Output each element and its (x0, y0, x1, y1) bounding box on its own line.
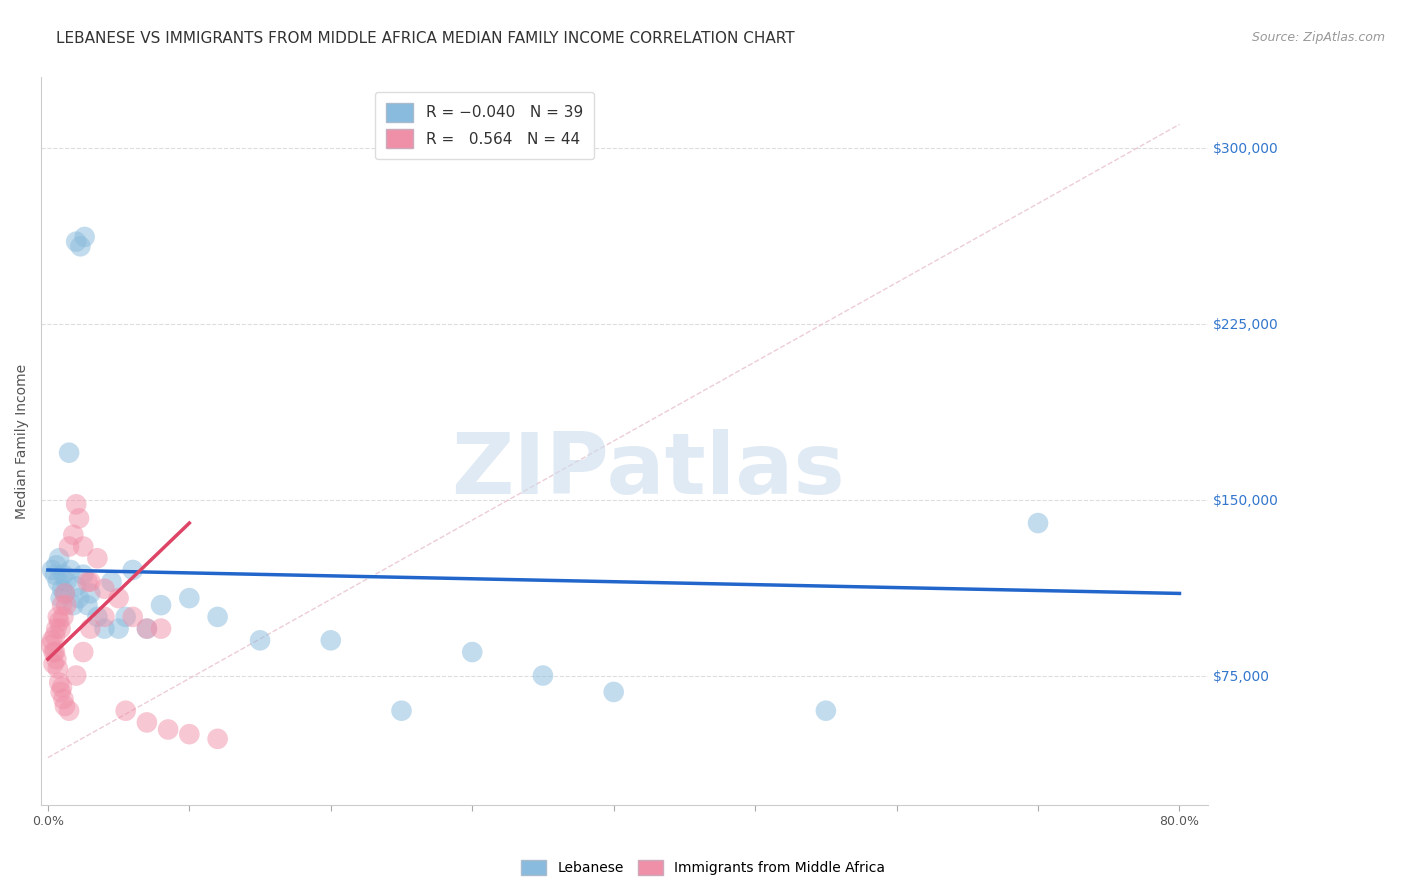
Point (51, 680, 73, 694)
Point (62, 598, 84, 612)
Point (58, 704, 80, 718)
Point (150, 598, 173, 612)
Point (58, 540, 80, 554)
Point (86, 610, 108, 624)
Point (49, 685, 72, 699)
Point (76, 598, 98, 612)
Point (114, 610, 136, 624)
Point (121, 563, 143, 577)
Point (53, 698, 76, 713)
Point (135, 622, 157, 636)
Point (207, 610, 229, 624)
Y-axis label: Median Family Income: Median Family Income (15, 363, 30, 518)
Point (461, 645, 484, 659)
Point (114, 704, 136, 718)
Point (44, 645, 66, 659)
Point (100, 574, 122, 589)
Point (52, 610, 75, 624)
Point (52, 567, 75, 582)
Text: LEBANESE VS IMMIGRANTS FROM MIDDLE AFRICA MEDIAN FAMILY INCOME CORRELATION CHART: LEBANESE VS IMMIGRANTS FROM MIDDLE AFRIC… (56, 31, 794, 46)
Point (179, 591, 201, 606)
Point (45, 622, 67, 636)
Point (93, 610, 115, 624)
Point (107, 622, 129, 636)
Point (150, 622, 173, 636)
Point (76, 574, 98, 589)
Point (48, 551, 70, 566)
Point (121, 610, 143, 624)
Legend: R = −0.040   N = 39, R =   0.564   N = 44: R = −0.040 N = 39, R = 0.564 N = 44 (375, 93, 593, 159)
Point (46, 661, 69, 675)
Point (207, 731, 229, 746)
Point (45, 558, 67, 573)
Point (73, 230, 96, 244)
Point (65, 579, 87, 593)
Point (72, 540, 94, 554)
Point (93, 622, 115, 636)
Point (44, 567, 66, 582)
Point (79, 622, 101, 636)
Point (107, 591, 129, 606)
Point (79, 574, 101, 589)
Point (249, 633, 271, 648)
Point (65, 497, 87, 511)
Point (86, 551, 108, 566)
Point (319, 633, 342, 648)
Point (55, 574, 77, 589)
Point (48, 615, 70, 629)
Point (135, 622, 157, 636)
Point (42, 657, 65, 671)
Point (51, 598, 73, 612)
Point (55, 598, 77, 612)
Point (49, 622, 72, 636)
Point (67, 511, 90, 525)
Point (59, 563, 82, 577)
Point (53, 586, 76, 600)
Point (79, 586, 101, 600)
Point (93, 582, 115, 596)
Point (65, 668, 87, 682)
Point (69, 239, 91, 253)
Point (49, 591, 72, 606)
Point (62, 528, 84, 542)
Point (41, 633, 63, 648)
Point (46, 574, 69, 589)
Text: ZIPatlas: ZIPatlas (451, 428, 845, 512)
Point (72, 567, 94, 582)
Text: Source: ZipAtlas.com: Source: ZipAtlas.com (1251, 31, 1385, 45)
Legend: Lebanese, Immigrants from Middle Africa: Lebanese, Immigrants from Middle Africa (516, 855, 890, 880)
Point (46, 610, 69, 624)
Point (42, 645, 65, 659)
Point (52, 692, 75, 706)
Point (72, 645, 94, 659)
Point (67, 591, 90, 606)
Point (531, 668, 554, 682)
Point (45, 652, 67, 666)
Point (53, 586, 76, 600)
Point (65, 235, 87, 249)
Point (135, 715, 157, 730)
Point (58, 446, 80, 460)
Point (391, 704, 413, 718)
Point (48, 675, 70, 690)
Point (179, 727, 201, 741)
Point (51, 582, 73, 596)
Point (1026, 516, 1049, 530)
Point (39, 638, 62, 652)
Point (814, 704, 837, 718)
Point (41, 563, 63, 577)
Point (44, 629, 66, 643)
Point (157, 723, 180, 737)
Point (602, 685, 624, 699)
